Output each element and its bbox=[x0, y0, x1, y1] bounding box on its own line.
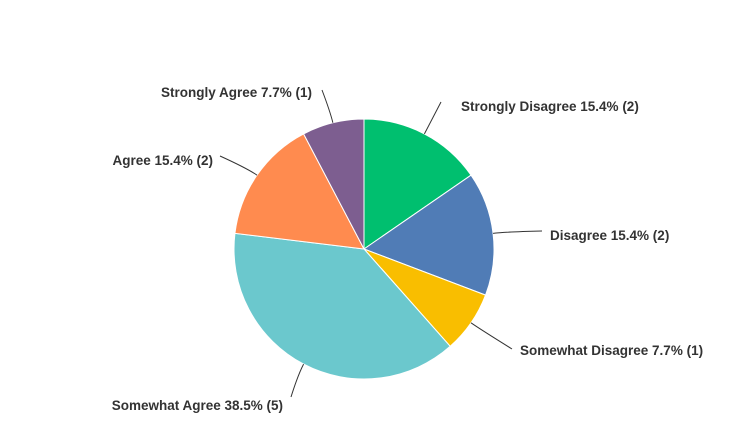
pie-slice-strongly-agree[interactable] bbox=[302, 118, 365, 250]
data-label: Somewhat Agree 38.5% (5) bbox=[112, 398, 283, 413]
pie-slice-somewhat-agree[interactable] bbox=[233, 232, 451, 380]
leader-line bbox=[219, 155, 258, 176]
pie-slice-disagree[interactable] bbox=[362, 174, 495, 296]
pie-slice-agree[interactable] bbox=[234, 133, 365, 250]
leader-line bbox=[321, 89, 334, 123]
data-label: Strongly Agree 7.7% (1) bbox=[161, 85, 312, 100]
leader-line bbox=[423, 101, 442, 135]
leader-line bbox=[492, 230, 543, 234]
data-label: Agree 15.4% (2) bbox=[112, 153, 213, 168]
data-label: Somewhat Disagree 7.7% (1) bbox=[520, 343, 703, 358]
leader-line bbox=[290, 363, 305, 398]
data-label: Disagree 15.4% (2) bbox=[550, 228, 669, 243]
pie-slice-strongly-disagree[interactable] bbox=[363, 118, 472, 250]
data-label: Strongly Disagree 15.4% (2) bbox=[461, 99, 639, 114]
leader-line bbox=[470, 322, 513, 350]
